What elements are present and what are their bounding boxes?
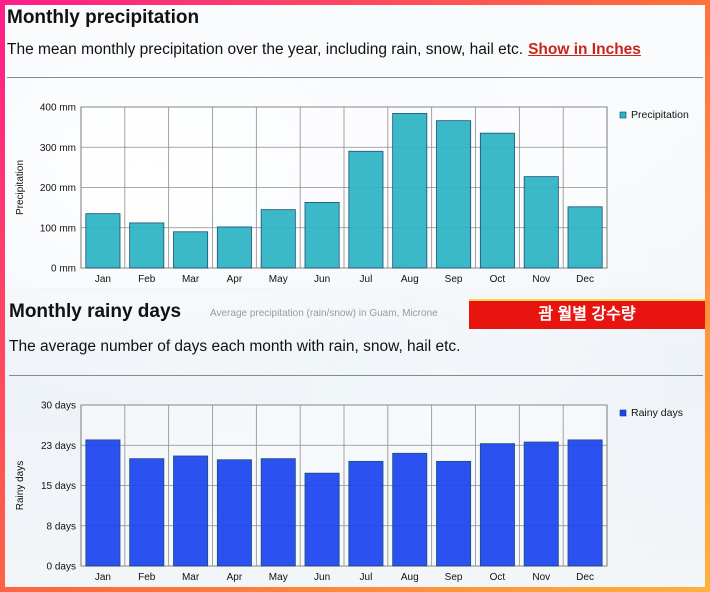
rainy-days-y-axis-label: Rainy days xyxy=(15,461,26,510)
precipitation-y-tick-label: 400 mm xyxy=(40,103,76,114)
precipitation-x-tick-label: Mar xyxy=(182,274,200,285)
rainy-days-x-tick-label: Jan xyxy=(95,572,111,583)
source-note: Average precipitation (rain/snow) in Gua… xyxy=(210,308,438,319)
rainy-days-chart: 0 days 8 days 15 days 23 days 30 days Jan Feb M… xyxy=(9,383,703,584)
rainy-days-y-tick-label: 30 days xyxy=(41,401,76,412)
precipitation-description: The mean monthly precipitation over the … xyxy=(7,41,641,59)
precipitation-x-tick-label: Jun xyxy=(314,274,330,285)
section-divider xyxy=(5,288,705,293)
rainy-days-x-tick-label: Apr xyxy=(227,572,243,583)
rainy-days-chart-svg: 0 days 8 days 15 days 23 days 30 days Jan Feb M… xyxy=(15,401,683,584)
precipitation-bar xyxy=(216,226,252,269)
precipitation-x-tick-label: Feb xyxy=(138,274,156,285)
precipitation-bar xyxy=(173,231,209,269)
precipitation-x-tick-label: May xyxy=(269,274,288,285)
precipitation-panel: Monthly precipitation The mean monthly p… xyxy=(5,5,705,288)
rainy-days-bar xyxy=(216,459,252,567)
show-in-inches-link[interactable]: Show in Inches xyxy=(528,41,641,58)
korean-banner: 괌 월별 강수량 xyxy=(469,299,705,329)
rainy-days-bar xyxy=(260,458,296,567)
rainy-days-legend-label: Rainy days xyxy=(631,407,683,419)
precipitation-legend-label: Precipitation xyxy=(631,109,689,121)
precipitation-x-tick-label: Jan xyxy=(95,274,111,285)
rainy-days-description: The average number of days each month wi… xyxy=(9,338,461,355)
precipitation-x-tick-label: Apr xyxy=(227,274,243,285)
section-rule xyxy=(7,77,703,78)
rainy-days-bar xyxy=(85,439,121,567)
rainy-days-y-tick-label: 15 days xyxy=(41,481,76,492)
rainy-days-x-tick-label: Sep xyxy=(445,572,463,583)
precipitation-bar xyxy=(129,222,165,269)
rainy-days-x-tick-label: Nov xyxy=(532,572,550,583)
rainy-days-y-tick-label: 0 days xyxy=(47,562,76,573)
rainy-days-x-tick-label: Dec xyxy=(576,572,594,583)
precipitation-description-text: The mean monthly precipitation over the … xyxy=(7,41,524,58)
precipitation-chart: 0 mm 100 mm 200 mm 300 mm 400 mm Jan Feb Mar Apr… xyxy=(9,85,703,286)
rainy-days-bar xyxy=(567,439,603,567)
precipitation-x-tick-label: Aug xyxy=(401,274,419,285)
precipitation-y-axis-label: Precipitation xyxy=(15,160,26,215)
rainy-days-bar xyxy=(523,441,559,567)
precipitation-bar xyxy=(304,201,340,269)
precipitation-x-tick-label: Dec xyxy=(576,274,594,285)
section-rule xyxy=(9,375,703,376)
rainy-days-x-tick-label: Aug xyxy=(401,572,419,583)
precipitation-x-tick-label: Jul xyxy=(360,274,373,285)
rainy-days-y-tick-label: 8 days xyxy=(47,521,76,532)
precipitation-bar xyxy=(348,150,384,269)
screenshot-frame: Monthly precipitation The mean monthly p… xyxy=(5,5,705,587)
rainy-days-x-tick-label: Jun xyxy=(314,572,330,583)
precipitation-x-tick-label: Sep xyxy=(445,274,463,285)
precipitation-legend-swatch xyxy=(619,111,627,119)
rainy-days-bar xyxy=(348,460,384,567)
rainy-days-bar xyxy=(392,452,428,567)
rainy-days-x-tick-label: Jul xyxy=(360,572,373,583)
precipitation-y-tick-label: 200 mm xyxy=(40,183,76,194)
precipitation-bar xyxy=(523,176,559,269)
precipitation-y-tick-label: 0 mm xyxy=(51,264,76,275)
rainy-days-x-tick-label: Mar xyxy=(182,572,200,583)
rainy-days-title: Monthly rainy days xyxy=(9,301,182,322)
rainy-days-x-tick-label: Oct xyxy=(490,572,506,583)
precipitation-chart-svg: 0 mm 100 mm 200 mm 300 mm 400 mm Jan Feb Mar Apr… xyxy=(15,103,689,286)
precipitation-x-tick-label: Oct xyxy=(490,274,506,285)
precipitation-x-tick-label: Nov xyxy=(532,274,550,285)
precipitation-bar xyxy=(85,213,121,269)
precipitation-y-tick-label: 100 mm xyxy=(40,223,76,234)
precipitation-title: Monthly precipitation xyxy=(7,7,200,28)
precipitation-bar xyxy=(567,206,603,269)
rainy-days-bar xyxy=(129,458,165,567)
precipitation-bar xyxy=(260,209,296,269)
precipitation-bar xyxy=(479,132,515,269)
precipitation-bar xyxy=(436,120,472,269)
precipitation-bar xyxy=(392,113,428,269)
rainy-days-y-tick-label: 23 days xyxy=(41,441,76,452)
rainy-days-bar xyxy=(173,455,209,567)
precipitation-y-tick-label: 300 mm xyxy=(40,143,76,154)
rainy-days-bar xyxy=(304,472,340,567)
rainy-days-bar xyxy=(436,460,472,567)
rainy-days-panel: Monthly rainy days Average precipitation… xyxy=(5,293,705,587)
rainy-days-x-tick-label: Feb xyxy=(138,572,156,583)
rainy-days-bar xyxy=(479,443,515,567)
rainy-days-x-tick-label: May xyxy=(269,572,288,583)
rainy-days-legend-swatch xyxy=(619,409,627,417)
